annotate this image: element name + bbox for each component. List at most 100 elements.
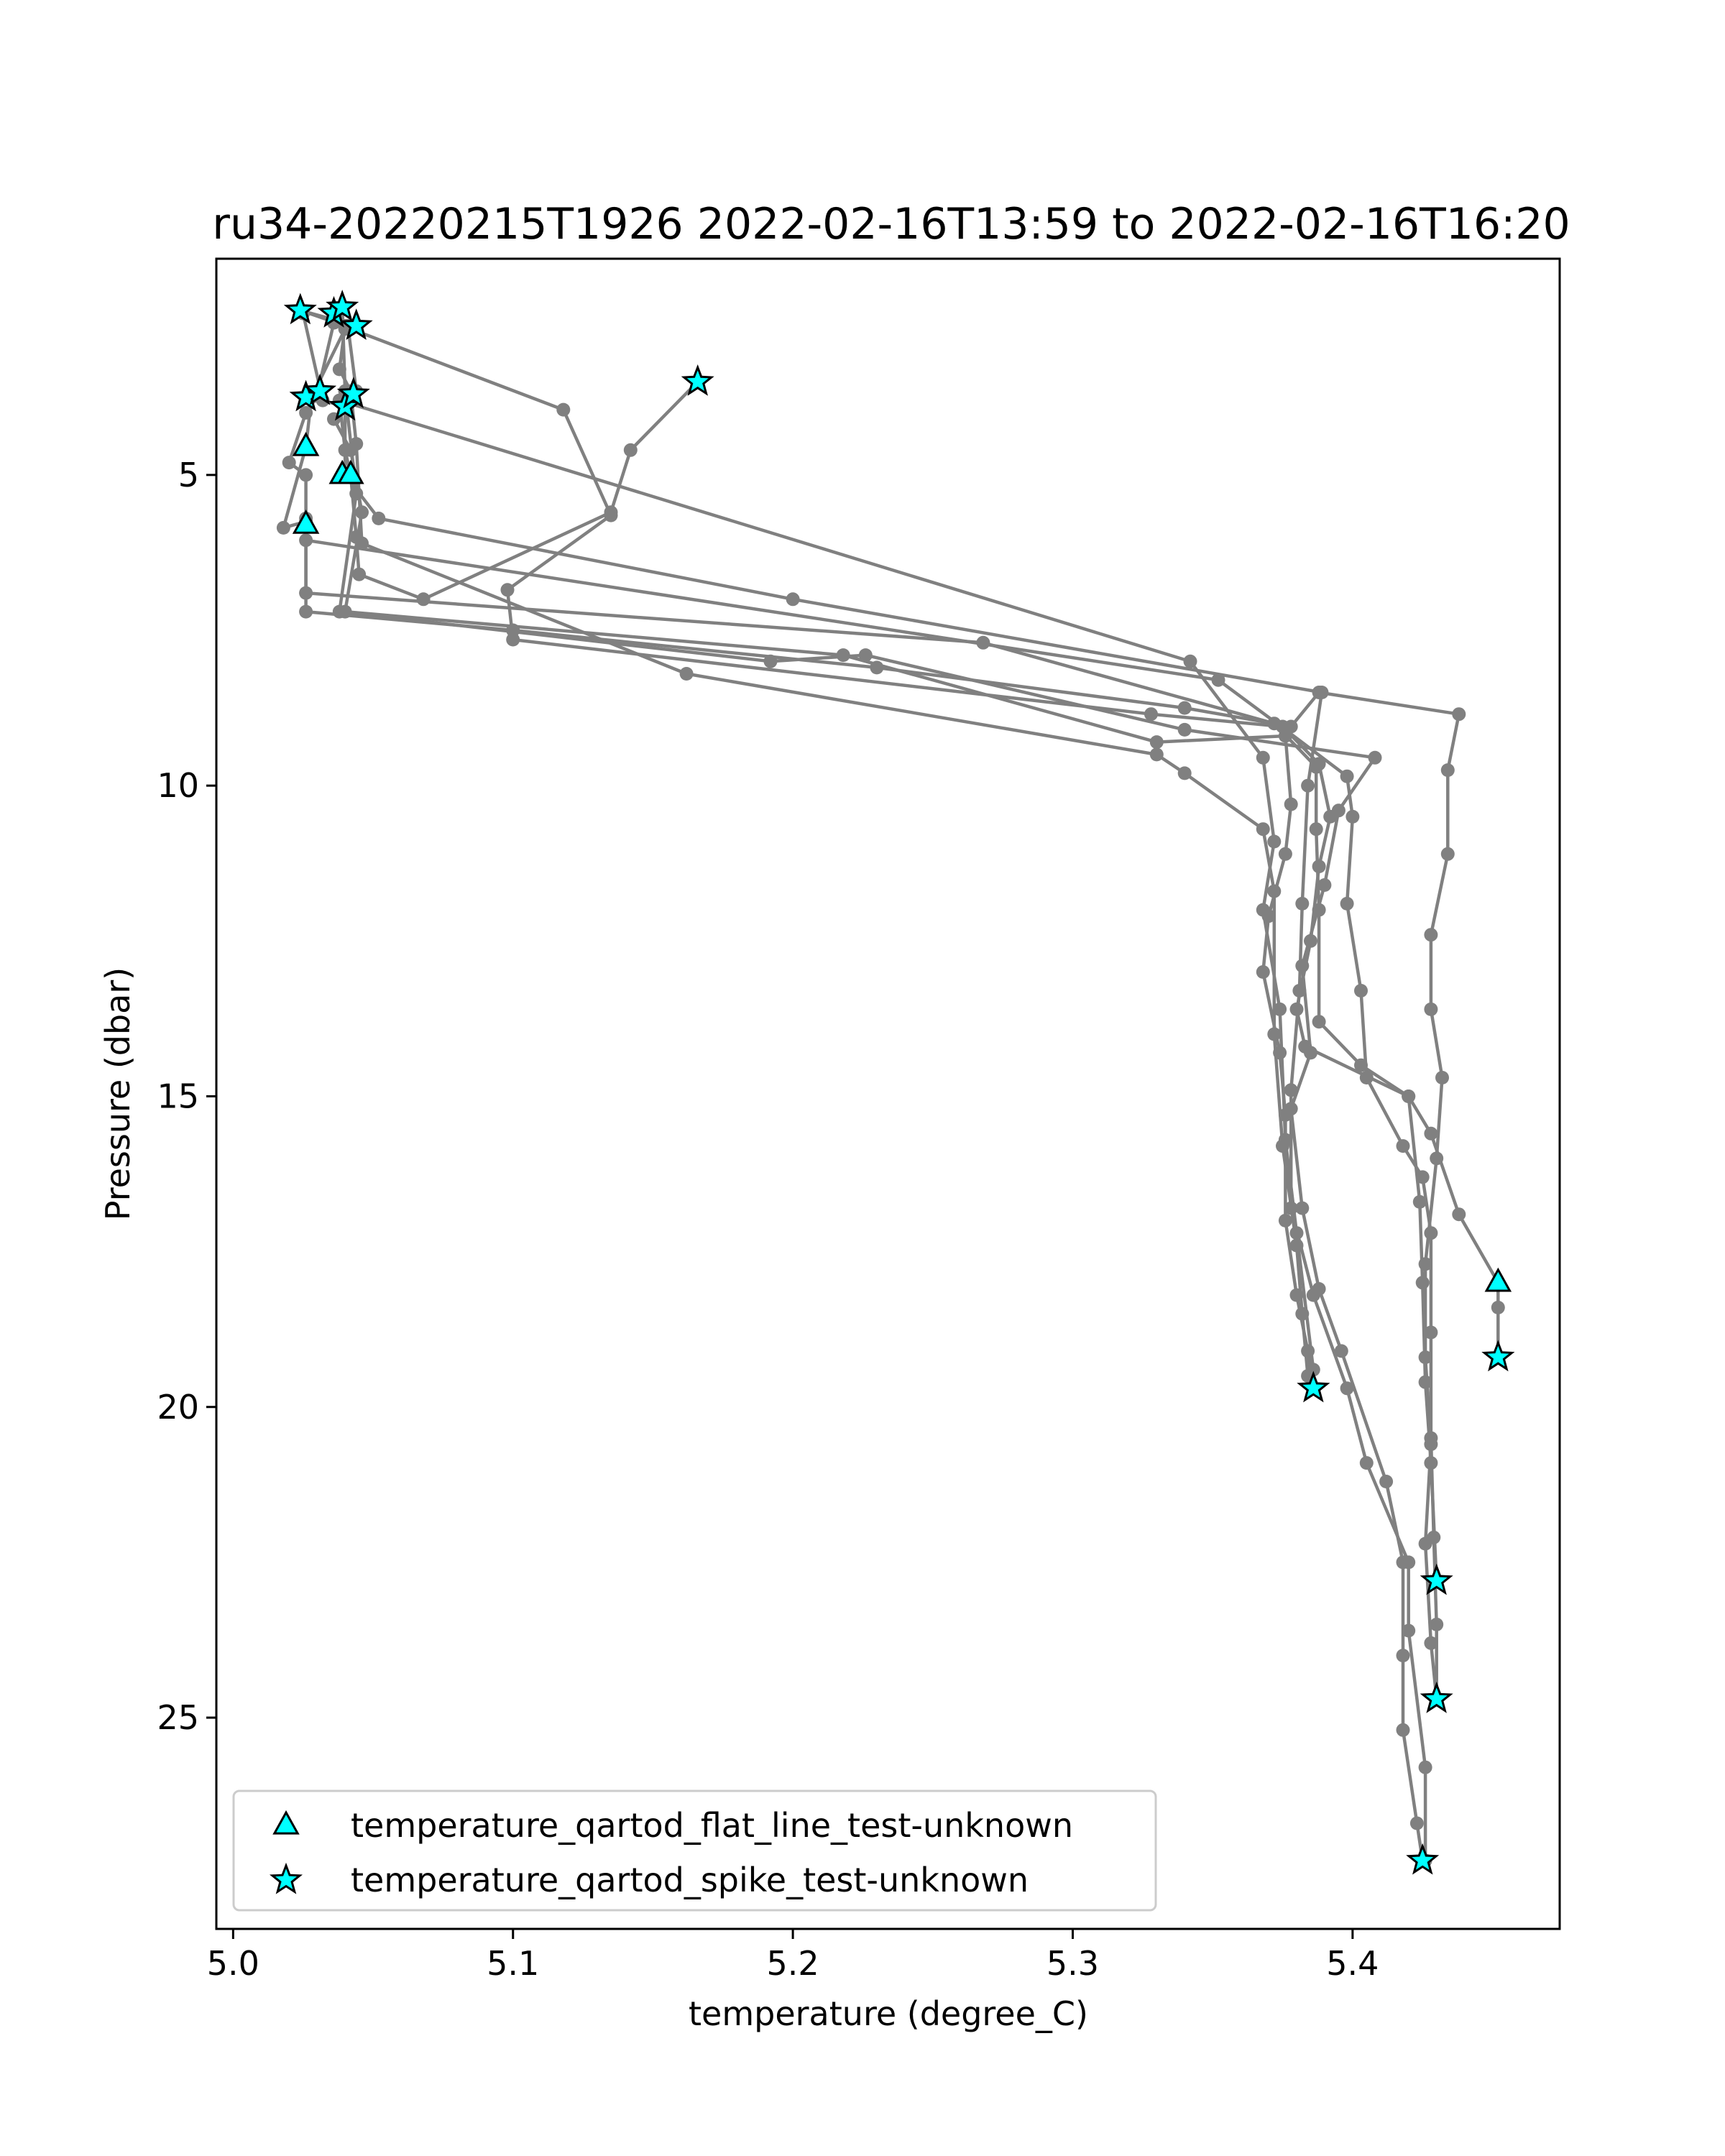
profile-point [1278,1213,1292,1227]
y-tick-label: 15 [157,1077,199,1115]
profile-point [1278,847,1292,861]
profile-point [372,511,386,525]
profile-point [1396,1649,1410,1663]
profile-point [1295,959,1310,973]
spike-test-marker [1420,1681,1453,1713]
profile-point [1418,1350,1432,1365]
profile-point [1304,1046,1317,1060]
profile-point [1317,878,1332,892]
y-tick-label: 10 [157,766,199,805]
profile-point [1424,1002,1438,1016]
legend-star-marker [269,1862,303,1894]
profile-point [623,443,638,457]
profile-point [1415,1170,1430,1184]
y-tick-label: 20 [157,1388,199,1427]
profile-point [1177,722,1192,737]
legend-entry: temperature_qartod_spike_test-unknown [269,1861,1029,1899]
profile-point [1424,1226,1438,1240]
profile-point [1359,1071,1374,1084]
profile-point [1309,760,1323,774]
profile-point [1301,778,1315,793]
profile-point [1340,769,1354,783]
profile-point [870,660,884,675]
profile-point [1368,750,1382,765]
profile-point [1452,1207,1466,1222]
profile-point [299,405,313,420]
flag-series [283,290,1515,1875]
x-tick-label: 5.3 [1046,1944,1099,1983]
profile-point [352,567,367,581]
profile-point [1289,1288,1304,1302]
legend-label: temperature_qartod_flat_line_test-unknow… [351,1806,1073,1845]
spike-test-marker [303,373,337,405]
profile-point [299,468,313,482]
profile-point [1396,1555,1410,1570]
plot-area [276,290,1515,1875]
x-tick-label: 5.1 [487,1944,539,1983]
profile-point [1144,707,1158,722]
profile-point [1177,766,1192,780]
profile-point [506,632,520,647]
profile-point [1415,1276,1430,1290]
profile-point [344,443,358,457]
spike-test-marker [681,364,714,396]
profile-point [1312,1015,1326,1029]
profile-point [282,456,296,470]
profile-point [1149,747,1164,762]
profile-point [1301,1344,1315,1358]
plot-frame [215,257,1561,1930]
profile-point [1424,1437,1438,1452]
profile-point [1402,1623,1416,1638]
profile-point [1278,1107,1292,1122]
profile-point [1284,719,1298,734]
profile-point [604,505,618,520]
spike-test-marker [1481,1340,1515,1372]
y-axis-label: Pressure (dbar) [98,967,137,1220]
profile-point [679,667,694,681]
profile-point [1273,1046,1287,1060]
profile-point [1424,1636,1438,1650]
profile-point [1418,1257,1432,1271]
profile-point [1284,1083,1298,1097]
profile-point [1491,1300,1505,1314]
profile-point [1346,809,1360,824]
profile-point [1424,1325,1438,1340]
profile-point [1418,1537,1432,1551]
profile-point [1340,896,1354,911]
profile-point [1354,984,1368,998]
spike-test-marker [283,292,317,325]
profile-point [1331,803,1346,818]
spike-test-marker [339,308,373,341]
profile-point [786,592,800,607]
profile-line [298,308,1315,1389]
spike-test-marker [336,377,370,409]
profile-point [1412,1194,1427,1209]
legend-entry: temperature_qartod_flat_line_test-unknow… [272,1806,1073,1845]
profile-point [1295,1201,1310,1215]
profile-point [1149,735,1164,750]
chart-title: ru34-20220215T1926 2022-02-16T13:59 to 2… [212,199,1570,249]
x-tick-label: 5.4 [1326,1944,1379,1983]
profile-point [1354,1058,1368,1072]
profile-point [836,648,850,663]
profile-point [355,505,369,520]
profile-point [1334,1344,1348,1358]
profile-point [1284,797,1298,811]
profile-point [1424,928,1438,942]
profile-point [1273,1002,1287,1016]
spike-test-marker [1297,1370,1330,1403]
profile-point [299,604,313,619]
profile-line [338,307,1425,1861]
y-tick-label: 25 [157,1698,199,1737]
profile-point [1409,1816,1424,1830]
profile-point [1276,1139,1289,1153]
profile-point [1256,965,1270,979]
profile-point [1452,707,1466,722]
profile-point [1430,1617,1444,1631]
profile-point [500,583,515,597]
flat-line-test-marker [1484,1267,1512,1292]
profile-point [1424,1126,1438,1141]
profile-point [1396,1723,1410,1737]
flat-line-test-marker [292,509,320,534]
